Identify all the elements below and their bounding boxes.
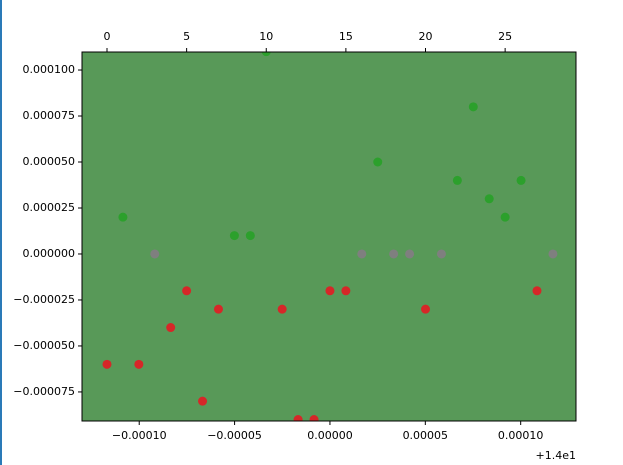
point (548, 249, 558, 259)
y-tick-label: −0.000025 (13, 293, 75, 306)
point (421, 304, 431, 314)
point (516, 175, 526, 185)
x-tick-label: 0.00005 (403, 429, 449, 442)
plot-area (82, 52, 576, 421)
x2-tick-label: 5 (183, 30, 190, 43)
x2-tick-label: 25 (498, 30, 512, 43)
point (341, 286, 351, 296)
point (452, 175, 462, 185)
point (484, 194, 494, 204)
x-tick-label: −0.00005 (207, 429, 262, 442)
x2-tick-label: 20 (419, 30, 433, 43)
y-tick-label: 0.000050 (23, 155, 76, 168)
point (102, 359, 112, 369)
point (389, 249, 399, 259)
point (357, 249, 367, 259)
point (118, 212, 128, 222)
point (150, 249, 160, 259)
point (134, 359, 144, 369)
plot-frame (81, 51, 577, 422)
point (405, 249, 415, 259)
point (325, 286, 335, 296)
y-tick-label: 0.000075 (23, 109, 76, 122)
point (198, 396, 208, 406)
y-tick-label: −0.000050 (13, 339, 75, 352)
y-tick-label: −0.000075 (13, 385, 75, 398)
point (373, 157, 383, 167)
y-tick-label: 0.000025 (23, 201, 76, 214)
x-offset-label: +1.4e1 (536, 449, 576, 462)
point (213, 304, 223, 314)
point (293, 415, 303, 421)
point (182, 286, 192, 296)
x2-tick-label: 10 (259, 30, 273, 43)
point (436, 249, 446, 259)
point (166, 323, 176, 333)
y-tick-label: 0.000100 (23, 63, 76, 76)
point (309, 415, 319, 421)
point (261, 52, 271, 57)
window-edge (0, 0, 2, 465)
point (229, 231, 239, 241)
point (532, 286, 542, 296)
point (245, 231, 255, 241)
x2-tick-label: 15 (339, 30, 353, 43)
x-tick-label: 0.00000 (307, 429, 353, 442)
y-tick-label: 0.000000 (23, 247, 76, 260)
point (468, 102, 478, 112)
x-tick-label: −0.00010 (112, 429, 167, 442)
point (500, 212, 510, 222)
point (277, 304, 287, 314)
x-tick-label: 0.00010 (498, 429, 544, 442)
x2-tick-label: 0 (104, 30, 111, 43)
